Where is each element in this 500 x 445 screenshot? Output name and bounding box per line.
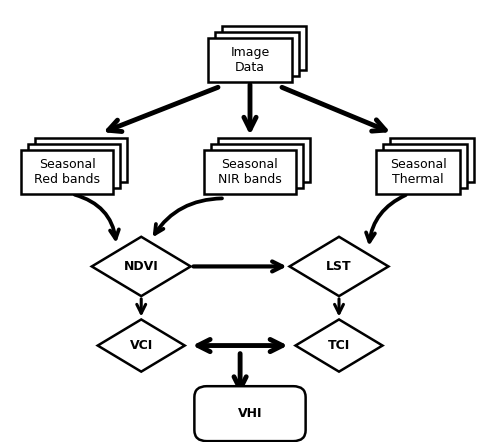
- FancyBboxPatch shape: [194, 386, 306, 441]
- Text: VHI: VHI: [238, 407, 262, 420]
- Text: TCI: TCI: [328, 339, 350, 352]
- FancyBboxPatch shape: [204, 150, 296, 194]
- Polygon shape: [296, 320, 382, 372]
- FancyBboxPatch shape: [222, 26, 306, 69]
- FancyBboxPatch shape: [28, 144, 120, 188]
- FancyBboxPatch shape: [34, 138, 127, 182]
- Text: VCI: VCI: [130, 339, 153, 352]
- Polygon shape: [92, 237, 190, 296]
- Text: Seasonal
NIR bands: Seasonal NIR bands: [218, 158, 282, 186]
- Polygon shape: [290, 237, 388, 296]
- FancyBboxPatch shape: [383, 144, 467, 188]
- FancyBboxPatch shape: [390, 138, 474, 182]
- Text: NDVI: NDVI: [124, 260, 158, 273]
- Text: Image
Data: Image Data: [230, 46, 270, 74]
- FancyBboxPatch shape: [215, 32, 299, 76]
- FancyBboxPatch shape: [218, 138, 310, 182]
- Polygon shape: [98, 320, 184, 372]
- FancyBboxPatch shape: [210, 144, 303, 188]
- Text: Seasonal
Thermal: Seasonal Thermal: [390, 158, 446, 186]
- Text: LST: LST: [326, 260, 352, 273]
- Text: Seasonal
Red bands: Seasonal Red bands: [34, 158, 100, 186]
- FancyBboxPatch shape: [21, 150, 114, 194]
- FancyBboxPatch shape: [376, 150, 460, 194]
- FancyBboxPatch shape: [208, 38, 292, 82]
